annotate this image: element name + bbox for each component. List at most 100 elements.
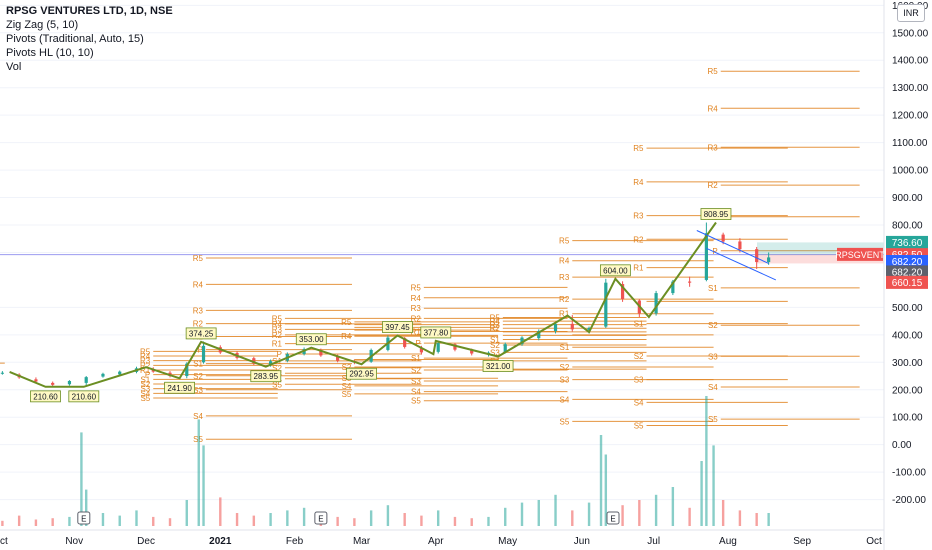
time-axis[interactable]: Oct Nov Dec 2021 Feb Mar Apr May Jun Jul Aug Sep Oct (0, 529, 884, 547)
volume-bar (168, 518, 172, 526)
candle-body (470, 350, 474, 354)
zigzag-label-box (346, 367, 377, 380)
time-tick-label: Oct (866, 536, 882, 547)
price-tick-label: 1300.00 (892, 83, 929, 94)
candle-body (268, 361, 273, 365)
pivot-label: S1 (411, 354, 421, 363)
zigzag-label: 241.90 (167, 384, 192, 393)
price-label: 682.20 (892, 257, 923, 268)
pivot-label: S4 (193, 412, 203, 421)
candle-body (34, 379, 38, 382)
indicator-pivots[interactable]: Pivots (Traditional, Auto, 15) (6, 33, 144, 45)
candle-body (620, 284, 625, 300)
volume-bar (219, 497, 222, 526)
price-tick-label: 1100.00 (892, 138, 928, 149)
candle-body (738, 241, 742, 250)
zigzag-label: 808.95 (704, 210, 729, 219)
pivot-label: S3 (559, 376, 569, 385)
pivot-label: S1 (490, 336, 500, 345)
volume-bar (554, 494, 557, 526)
pivot-label: S4 (342, 382, 352, 391)
zigzag-label: 377.80 (424, 328, 449, 337)
price-tick-label: 900.00 (892, 193, 923, 204)
candle-body (553, 323, 558, 331)
pivot-label: R4 (490, 317, 501, 326)
volume-bar (51, 518, 54, 526)
pivot-label: R4 (272, 320, 283, 329)
volume-bar (504, 507, 507, 526)
zigzag-label-box (164, 381, 195, 394)
pivot-label: S3 (193, 386, 203, 395)
pivot-label: S1 (140, 375, 150, 384)
pivot-label: R2 (559, 295, 570, 304)
pivot-label: P (415, 339, 420, 348)
candle-body (704, 233, 708, 280)
pivot-label: S2 (272, 364, 282, 373)
earnings-marker-label: E (318, 515, 323, 524)
zigzag-label: 604.00 (603, 266, 628, 275)
pivot-label: R2 (193, 320, 204, 329)
earnings-marker-label: E (81, 515, 86, 524)
pivot-label: S4 (559, 395, 569, 404)
candle-body (587, 327, 591, 330)
pivot-label: R2 (140, 361, 151, 370)
zigzag-label-box (30, 390, 61, 403)
earnings-marker (606, 511, 620, 525)
pivot-label: S4 (708, 383, 718, 392)
pivot-label: R1 (559, 310, 570, 319)
time-tick-label: Apr (428, 536, 444, 547)
candle-body (101, 373, 105, 377)
zigzag-label-box (250, 370, 282, 383)
volume-bar (235, 513, 239, 526)
pivot-label: S4 (634, 398, 644, 407)
currency-button[interactable]: INR (897, 4, 925, 22)
zigzag-label-box (700, 208, 732, 220)
volume-bar (353, 518, 356, 526)
pivot-label: R5 (633, 144, 644, 153)
pivot-label: R5 (140, 347, 151, 356)
candle-body (755, 249, 759, 263)
price-tick-label: 0.00 (892, 440, 912, 451)
pivot-label: S4 (140, 389, 150, 398)
position-loss-zone (757, 254, 884, 264)
price-tick-label: -200.00 (892, 495, 926, 506)
price-tick-label: -100.00 (892, 468, 926, 479)
pivot-label: S5 (411, 397, 421, 406)
candle-body (453, 344, 457, 350)
pivot-label: R4 (140, 352, 151, 361)
price-tick-label: 300.00 (892, 358, 923, 369)
zigzag-label: 321.00 (486, 362, 511, 371)
pivot-label: S2 (193, 372, 203, 381)
time-tick-label: Feb (286, 536, 304, 547)
volume-bar (487, 516, 490, 526)
pivot-label: R5 (708, 67, 719, 76)
volume-bar (369, 510, 373, 526)
volume-bar (101, 513, 105, 526)
symbol-title[interactable]: RPSG VENTURES LTD, 1D, NSE (6, 5, 173, 17)
time-tick-label: Oct (0, 536, 8, 547)
price-tick-label: 100.00 (892, 413, 923, 424)
zigzag-indicator (9, 221, 717, 388)
volume-bar (767, 513, 770, 526)
volume-bars (1, 396, 770, 526)
volume-bar (1, 520, 4, 526)
candle-body (604, 282, 608, 327)
pivot-label: R2 (490, 324, 501, 333)
candle-body (51, 382, 55, 385)
pivot-label: S1 (193, 360, 203, 369)
candle-body (185, 363, 189, 377)
pivot-label: S3 (411, 377, 421, 386)
indicator-zigzag[interactable]: Zig Zag (5, 10) (6, 19, 79, 31)
pivot-label: S1 (559, 343, 569, 352)
indicator-volume[interactable]: Vol (6, 61, 22, 73)
pivot-label: R5 (341, 318, 352, 327)
pivot-label: R5 (411, 283, 422, 292)
channel-line-lower (706, 247, 777, 281)
pivot-label: S1 (634, 320, 644, 329)
pivot-label: R2 (708, 181, 719, 190)
volume-bar (420, 515, 423, 526)
zigzag-labels: 210.60 210.60 241.90 374.25 283.95 353.00 292.… (30, 208, 732, 403)
candle-body (419, 348, 424, 353)
indicator-pivots-hl[interactable]: Pivots HL (10, 10) (6, 47, 94, 59)
